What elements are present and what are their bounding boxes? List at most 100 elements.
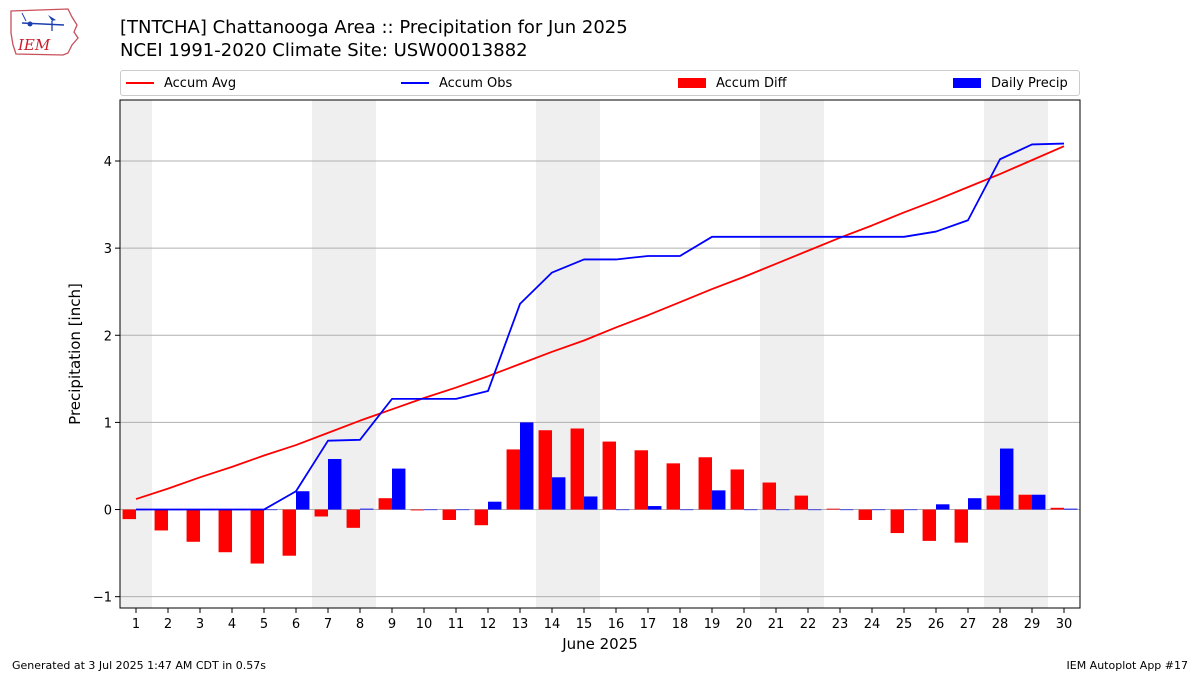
iowa-map-icon: IEM <box>10 8 79 56</box>
x-tick-label: 7 <box>324 617 332 632</box>
legend-swatch <box>953 78 981 88</box>
legend: Accum Avg Accum Obs Accum Diff Daily Pre… <box>120 70 1080 96</box>
bar-daily-precip-8 <box>360 508 374 510</box>
y-tick-label: 1 <box>104 416 112 431</box>
bar-accum-diff-12 <box>474 509 488 526</box>
x-tick-label: 2 <box>164 617 172 632</box>
bar-accum-diff-3 <box>186 509 200 542</box>
bar-daily-precip-21 <box>776 509 790 511</box>
y-axis-label: Precipitation [inch] <box>66 283 84 425</box>
legend-item-accum-diff: Accum Diff <box>678 71 787 95</box>
bar-accum-diff-30 <box>1050 507 1064 510</box>
bar-daily-precip-12 <box>488 501 502 510</box>
plot-frame <box>119 99 1081 609</box>
legend-swatch <box>126 82 154 84</box>
x-tick-label: 29 <box>1024 617 1041 632</box>
bar-daily-precip-13 <box>520 422 534 510</box>
bar-accum-diff-2 <box>154 509 168 531</box>
x-tick-label: 22 <box>800 617 817 632</box>
bar-accum-diff-5 <box>250 509 264 564</box>
legend-label: Accum Obs <box>439 75 513 91</box>
legend-item-accum-obs: Accum Obs <box>401 71 512 95</box>
bar-daily-precip-29 <box>1032 494 1046 510</box>
x-tick-label: 10 <box>416 617 433 632</box>
bar-daily-precip-5 <box>264 509 278 511</box>
bar-daily-precip-16 <box>616 509 630 511</box>
y-tick-label: 2 <box>104 329 112 344</box>
bar-accum-diff-16 <box>602 441 616 510</box>
bar-daily-precip-9 <box>392 468 406 510</box>
bar-daily-precip-30 <box>1064 508 1078 510</box>
bar-accum-diff-24 <box>858 509 872 520</box>
bar-daily-precip-17 <box>648 506 662 510</box>
lines <box>135 142 1065 511</box>
bar-accum-diff-11 <box>442 509 456 520</box>
bar-accum-diff-23 <box>826 508 840 510</box>
bar-accum-diff-17 <box>634 450 648 510</box>
weekend-shade-day-15 <box>568 100 600 608</box>
bar-daily-precip-28 <box>1000 448 1014 510</box>
x-tick-label: 27 <box>960 617 977 632</box>
bar-accum-diff-18 <box>666 463 680 510</box>
bar-accum-diff-14 <box>538 430 552 510</box>
x-tick-label: 3 <box>196 617 204 632</box>
weekend-shade-day-1 <box>120 100 152 608</box>
y-tick-label: −1 <box>93 591 112 606</box>
bar-daily-precip-27 <box>968 498 982 510</box>
weekend-shade-day-28 <box>984 100 1016 608</box>
x-tick-label: 14 <box>544 617 561 632</box>
bar-daily-precip-18 <box>680 509 694 511</box>
bar-daily-precip-14 <box>552 477 566 510</box>
legend-swatch <box>401 82 429 84</box>
logo-text: IEM <box>17 36 51 54</box>
bar-daily-precip-23 <box>840 509 854 511</box>
bar-accum-diff-20 <box>730 469 744 510</box>
footer-generated: Generated at 3 Jul 2025 1:47 AM CDT in 0… <box>12 659 266 672</box>
bar-accum-diff-22 <box>794 495 808 510</box>
x-tick-label: 20 <box>736 617 753 632</box>
bar-daily-precip-22 <box>808 509 822 511</box>
bar-accum-diff-13 <box>506 449 520 510</box>
bar-accum-diff-28 <box>986 495 1000 510</box>
iem-logo: IEM <box>8 5 82 59</box>
x-tick-label: 4 <box>228 617 236 632</box>
bar-daily-precip-11 <box>456 509 470 511</box>
x-tick-label: 15 <box>576 617 593 632</box>
x-tick-label: 19 <box>704 617 721 632</box>
y-tick-label: 4 <box>104 155 112 170</box>
bar-accum-diff-10 <box>410 509 424 511</box>
weekend-shade-day-29 <box>1016 100 1048 608</box>
x-tick-label: 11 <box>448 617 465 632</box>
x-tick-label: 25 <box>896 617 913 632</box>
x-tick-label: 16 <box>608 617 625 632</box>
x-tick-label: 5 <box>260 617 268 632</box>
bar-accum-diff-27 <box>954 509 968 543</box>
x-tick-label: 18 <box>672 617 689 632</box>
bar-accum-diff-29 <box>1018 494 1032 510</box>
bar-accum-diff-15 <box>570 428 584 510</box>
weekend-shade-day-22 <box>792 100 824 608</box>
bar-daily-precip-10 <box>424 509 438 511</box>
x-tick-label: 13 <box>512 617 529 632</box>
legend-swatch <box>678 78 706 88</box>
bar-accum-diff-9 <box>378 498 392 510</box>
bar-accum-diff-8 <box>346 509 360 528</box>
weekend-shade-day-21 <box>760 100 792 608</box>
legend-item-daily-precip: Daily Precip <box>953 71 1068 95</box>
chart-title: [TNTCHA] Chattanooga Area :: Precipitati… <box>120 17 628 38</box>
x-tick-label: 17 <box>640 617 657 632</box>
x-tick-label: 21 <box>768 617 785 632</box>
weekend-shading <box>120 100 1048 608</box>
legend-label: Accum Diff <box>716 75 787 91</box>
x-tick-label: 1 <box>132 617 140 632</box>
legend-label: Daily Precip <box>991 75 1068 91</box>
x-tick-label: 28 <box>992 617 1009 632</box>
bar-accum-diff-4 <box>218 509 232 553</box>
x-tick-label: 12 <box>480 617 497 632</box>
bars <box>122 422 1078 564</box>
y-tick-label: 3 <box>104 242 112 257</box>
gridlines <box>120 160 1080 598</box>
bar-daily-precip-7 <box>328 458 342 510</box>
